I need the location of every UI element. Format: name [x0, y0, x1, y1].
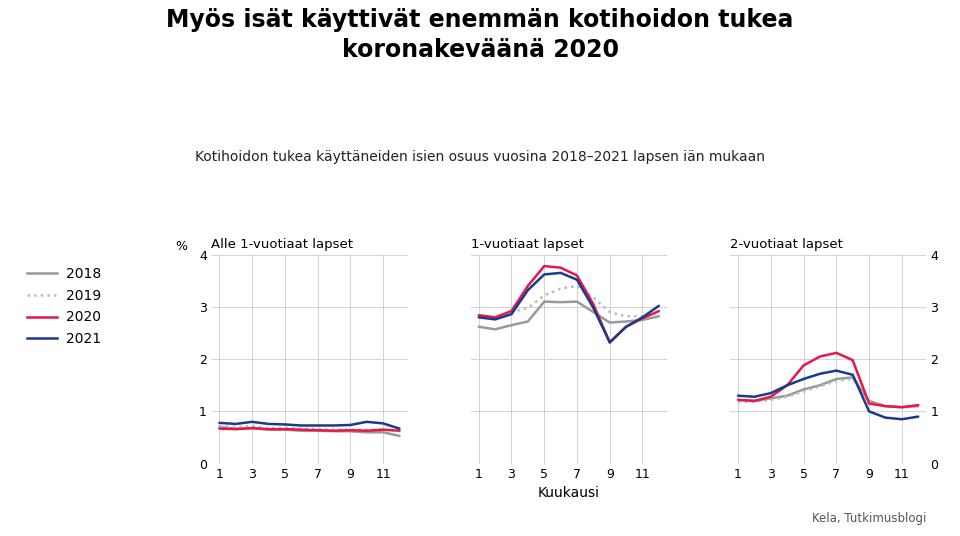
Text: %: %	[176, 240, 187, 253]
Legend: 2018, 2019, 2020, 2021: 2018, 2019, 2020, 2021	[21, 262, 107, 352]
X-axis label: Kuukausi: Kuukausi	[538, 486, 600, 501]
Text: Myös isät käyttivät enemmän kotihoidon tukea
koronakeväänä 2020: Myös isät käyttivät enemmän kotihoidon t…	[166, 8, 794, 62]
Text: Kotihoidon tukea käyttäneiden isien osuus vuosina 2018–2021 lapsen iän mukaan: Kotihoidon tukea käyttäneiden isien osuu…	[195, 150, 765, 164]
Text: Alle 1-vuotiaat lapset: Alle 1-vuotiaat lapset	[211, 237, 353, 251]
Text: Kela, Tutkimusblogi: Kela, Tutkimusblogi	[812, 512, 926, 525]
Text: 1-vuotiaat lapset: 1-vuotiaat lapset	[470, 237, 584, 251]
Text: 2-vuotiaat lapset: 2-vuotiaat lapset	[730, 237, 843, 251]
